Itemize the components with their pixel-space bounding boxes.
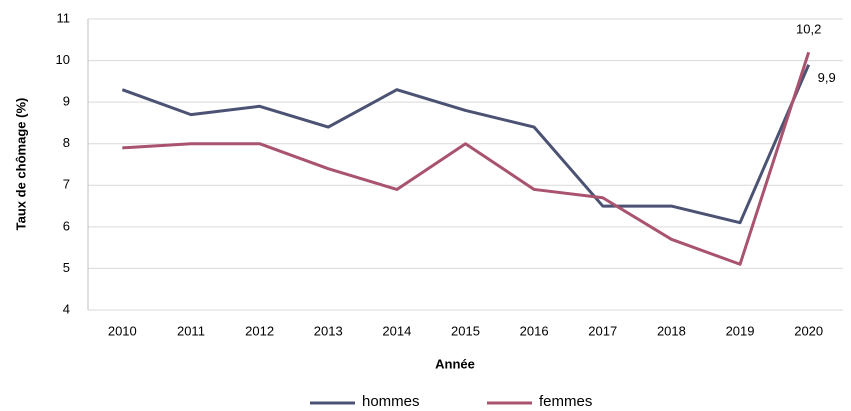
x-tick-label: 2018: [657, 323, 686, 338]
y-tick-label: 5: [63, 260, 70, 275]
x-tick-label: 2015: [451, 323, 480, 338]
x-axis-label: Année: [435, 356, 475, 371]
x-tick-label: 2017: [588, 323, 617, 338]
data-label: 10,2: [796, 22, 821, 37]
legend-label: femmes: [539, 393, 592, 410]
x-tick-label: 2019: [726, 323, 755, 338]
y-tick-label: 7: [63, 177, 70, 192]
y-tick-label: 9: [63, 94, 70, 109]
y-tick-label: 8: [63, 135, 70, 150]
x-tick-label: 2013: [314, 323, 343, 338]
data-label: 9,9: [818, 70, 836, 85]
y-tick-label: 11: [57, 10, 71, 25]
line-series: [122, 51, 811, 266]
y-tick-label: 4: [63, 301, 70, 316]
x-tick-label: 2016: [520, 323, 549, 338]
x-tick-label: 2012: [245, 323, 274, 338]
y-tick-label: 6: [63, 218, 70, 233]
x-tick-label: 2011: [177, 323, 205, 338]
x-tick-label: 2010: [108, 323, 137, 338]
x-tick-label: 2014: [382, 323, 411, 338]
legend-label: hommes: [362, 393, 420, 410]
line-series: [121, 64, 811, 225]
y-axis-label: Taux de chômage (%): [13, 98, 28, 231]
x-tick-label: 2020: [794, 323, 823, 338]
y-tick-label: 10: [56, 52, 70, 67]
